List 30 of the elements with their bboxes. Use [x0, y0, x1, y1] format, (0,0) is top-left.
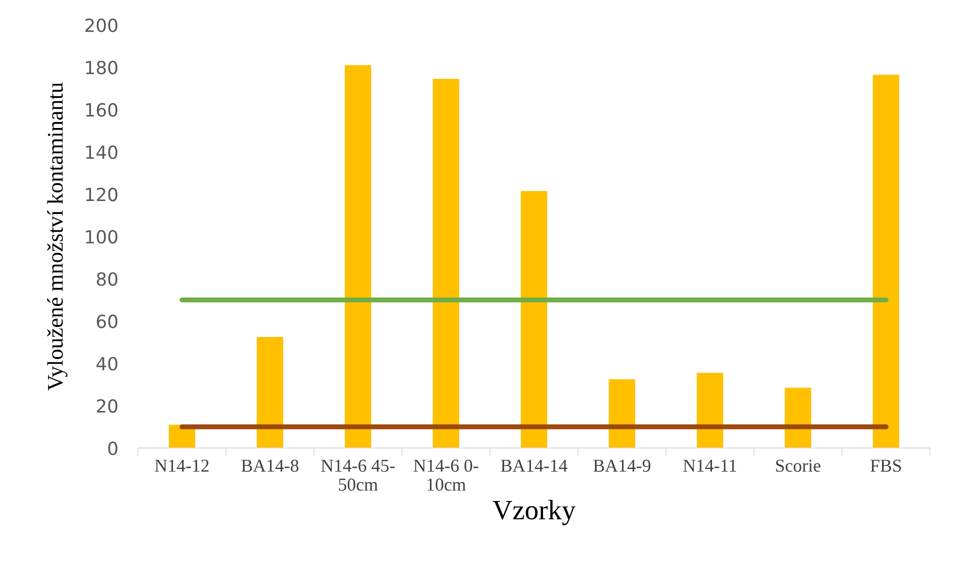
- x-tick-label: Scorie: [776, 460, 820, 472]
- x-tick-label: FBS: [870, 460, 901, 472]
- y-tick-label: 100: [86, 230, 118, 244]
- x-tick-label: N14-11: [683, 460, 736, 472]
- y-tick-label: 180: [86, 60, 118, 74]
- y-tick-label: 160: [86, 103, 118, 117]
- bar: [872, 74, 900, 448]
- y-tick-label: 60: [96, 314, 118, 328]
- x-tick-label: BA14-14: [500, 460, 568, 472]
- y-tick-label: 120: [86, 188, 118, 202]
- y-tick-label: 0: [108, 441, 118, 456]
- y-tick-label: 200: [85, 18, 118, 32]
- x-tick-label: N14-6 45- 50cm: [321, 460, 395, 491]
- bar: [432, 78, 460, 448]
- y-tick-label: 20: [96, 399, 118, 413]
- bar: [696, 372, 724, 448]
- bar: [256, 336, 284, 448]
- bar: [520, 191, 548, 448]
- x-tick-label: N14-12: [154, 460, 209, 472]
- bar: [784, 388, 812, 448]
- y-tick-label: 40: [96, 356, 118, 371]
- x-axis-title: Vzorky: [492, 500, 576, 526]
- x-tick-label: N14-6 0- 10cm: [414, 460, 478, 491]
- y-tick-label: 80: [96, 272, 118, 286]
- bar: [344, 65, 372, 448]
- x-tick-label: BA14-9: [593, 460, 650, 472]
- bar: [608, 379, 636, 448]
- x-tick-label: BA14-8: [241, 460, 298, 472]
- y-tick-label: 140: [86, 145, 118, 160]
- y-axis-title: Vyloužené množství kontaminantu: [47, 82, 68, 391]
